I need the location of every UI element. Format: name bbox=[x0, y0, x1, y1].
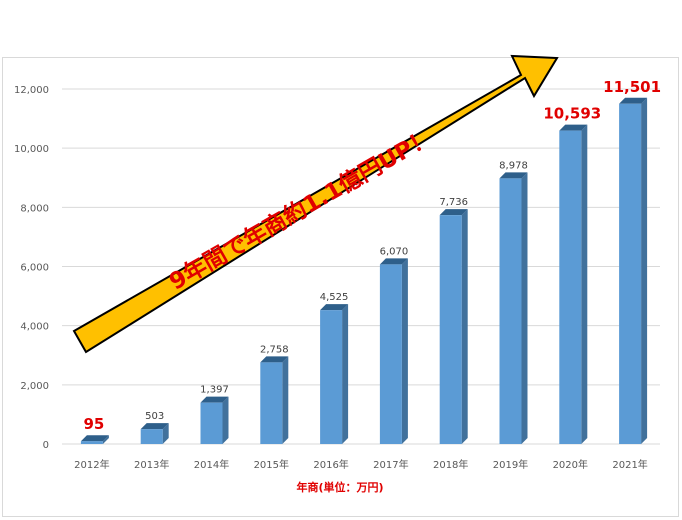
bar-top bbox=[200, 396, 229, 403]
bar-top bbox=[320, 304, 349, 311]
data-label: 503 bbox=[145, 411, 164, 422]
bar-front bbox=[559, 130, 582, 444]
y-tick-label: 8,000 bbox=[20, 203, 49, 214]
bar-top bbox=[439, 209, 468, 216]
bar-front bbox=[260, 362, 283, 444]
x-tick-label: 2017年 bbox=[373, 458, 408, 471]
bar-side bbox=[162, 423, 169, 444]
bar bbox=[559, 124, 588, 444]
bar-top bbox=[499, 172, 528, 179]
bar-side bbox=[521, 172, 528, 445]
data-label: 2,758 bbox=[260, 344, 289, 355]
bar-side bbox=[342, 304, 349, 444]
x-tick-label: 2013年 bbox=[134, 458, 169, 471]
bar-side bbox=[461, 209, 468, 444]
bar-front bbox=[80, 441, 103, 444]
bar bbox=[200, 396, 229, 444]
bars bbox=[80, 97, 648, 445]
bar-top bbox=[559, 124, 588, 131]
x-axis-title: 年商(単位：万円) bbox=[296, 480, 383, 494]
bar bbox=[439, 209, 468, 444]
data-label: 6,070 bbox=[380, 246, 409, 257]
bar-front bbox=[379, 264, 402, 444]
data-label: 95 bbox=[83, 415, 104, 433]
bar-side bbox=[581, 124, 588, 444]
y-tick-label: 4,000 bbox=[20, 322, 49, 333]
bar bbox=[80, 435, 109, 444]
x-tick-label: 2014年 bbox=[194, 458, 229, 471]
growth-arrow-shape bbox=[72, 54, 559, 354]
x-tick-label: 2018年 bbox=[433, 458, 468, 471]
bar-side bbox=[222, 396, 229, 444]
bar-top bbox=[619, 97, 648, 104]
growth-arrow: 9年間で年商約1.1億円UP！ bbox=[72, 54, 559, 354]
data-label: 11,501 bbox=[603, 78, 661, 96]
bar-top bbox=[379, 258, 408, 265]
x-tick-label: 2021年 bbox=[612, 458, 647, 471]
bar bbox=[140, 423, 169, 444]
y-tick-label: 2,000 bbox=[20, 381, 49, 392]
x-axis-tick-labels: 2012年 2013年 2014年 2015年 2016年 2017年 2018年 2019年… bbox=[74, 458, 648, 471]
bar-front bbox=[200, 402, 223, 444]
bar bbox=[499, 172, 528, 445]
y-tick-label: 12,000 bbox=[14, 85, 49, 96]
bar-top bbox=[260, 356, 289, 363]
bar-top bbox=[140, 423, 169, 430]
bar-side bbox=[641, 97, 648, 444]
bar bbox=[619, 97, 648, 444]
bar-front bbox=[439, 215, 462, 444]
data-label: 10,593 bbox=[543, 105, 601, 123]
y-tick-label: 6,000 bbox=[20, 263, 49, 274]
bar-top bbox=[80, 435, 109, 442]
x-tick-label: 2019年 bbox=[493, 458, 528, 471]
bar-front bbox=[619, 103, 642, 444]
bar bbox=[260, 356, 289, 444]
y-tick-label: 0 bbox=[43, 440, 49, 451]
bar bbox=[320, 304, 349, 444]
bar-front bbox=[499, 178, 522, 445]
data-labels: 95 503 1,397 2,758 4,525 6,070 7,736 8,978 10,59… bbox=[83, 78, 661, 433]
bar-front bbox=[320, 310, 343, 444]
data-label: 7,736 bbox=[439, 197, 468, 208]
x-tick-label: 2012年 bbox=[74, 458, 109, 471]
y-tick-label: 10,000 bbox=[14, 144, 49, 155]
data-label: 4,525 bbox=[320, 292, 349, 303]
bar-side bbox=[282, 356, 289, 444]
bar-side bbox=[401, 258, 408, 444]
bar bbox=[379, 258, 408, 444]
x-tick-label: 2016年 bbox=[313, 458, 348, 471]
data-label: 1,397 bbox=[200, 385, 229, 396]
chart-frame bbox=[2, 57, 679, 517]
x-tick-label: 2015年 bbox=[254, 458, 289, 471]
bar-side bbox=[102, 435, 109, 444]
bar-front bbox=[140, 429, 163, 444]
y-axis-tick-labels: 0 2,000 4,000 6,000 8,000 10,000 12,000 bbox=[14, 85, 49, 451]
x-tick-label: 2020年 bbox=[553, 458, 588, 471]
data-label: 8,978 bbox=[499, 160, 528, 171]
